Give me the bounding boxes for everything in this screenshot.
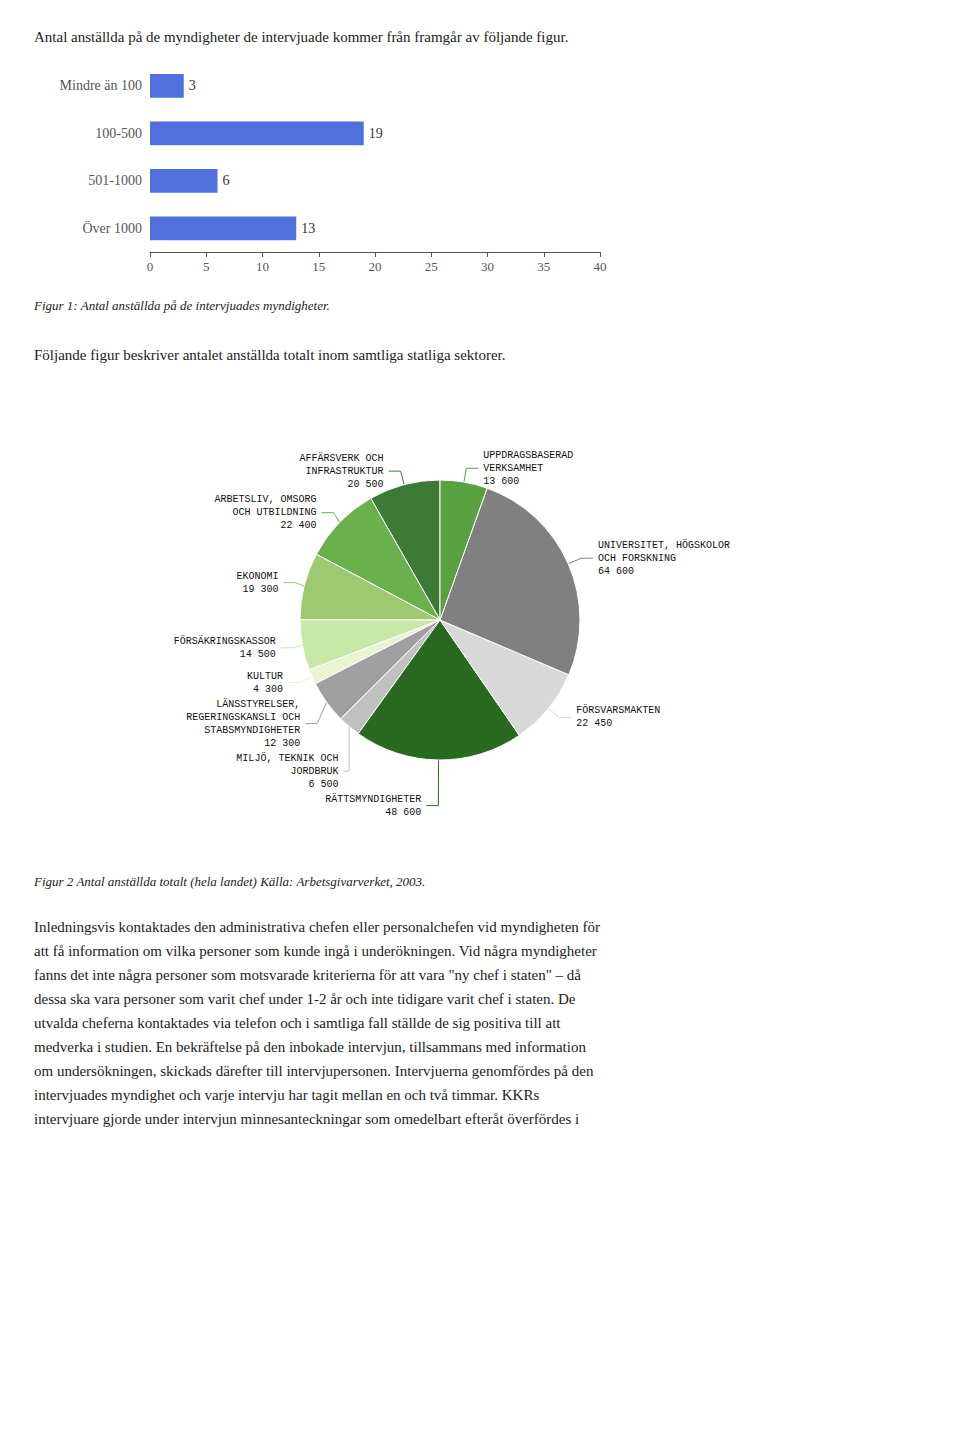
svg-text:19: 19 bbox=[369, 126, 383, 141]
svg-text:UPPDRAGSBASERAD: UPPDRAGSBASERAD bbox=[483, 450, 573, 461]
svg-text:13 600: 13 600 bbox=[483, 476, 519, 487]
svg-text:6 500: 6 500 bbox=[308, 779, 338, 790]
svg-text:15: 15 bbox=[312, 259, 325, 274]
svg-text:35: 35 bbox=[537, 259, 550, 274]
svg-text:intervjuades myndighet och var: intervjuades myndighet och varje intervj… bbox=[34, 1087, 539, 1103]
svg-text:utvalda cheferna kontaktades v: utvalda cheferna kontaktades via telefon… bbox=[34, 1015, 561, 1031]
svg-text:6: 6 bbox=[223, 173, 230, 188]
svg-text:501-1000: 501-1000 bbox=[88, 173, 142, 188]
svg-text:Över 1000: Över 1000 bbox=[83, 220, 143, 236]
svg-text:RÄTTSMYNDIGHETER: RÄTTSMYNDIGHETER bbox=[325, 793, 421, 805]
svg-text:64 600: 64 600 bbox=[598, 566, 634, 577]
svg-text:Följande figur beskriver antal: Följande figur beskriver antalet anställ… bbox=[34, 347, 506, 363]
svg-text:ARBETSLIV, OMSORG: ARBETSLIV, OMSORG bbox=[215, 494, 317, 505]
svg-text:EKONOMI: EKONOMI bbox=[236, 571, 278, 582]
svg-text:14 500: 14 500 bbox=[240, 649, 276, 660]
svg-text:13: 13 bbox=[301, 221, 315, 236]
svg-text:Inledningsvis kontaktades den: Inledningsvis kontaktades den administra… bbox=[34, 919, 600, 935]
svg-text:LÄNSSTYRELSER,: LÄNSSTYRELSER, bbox=[216, 698, 300, 710]
svg-text:intervjuare gjorde under inter: intervjuare gjorde under intervjun minne… bbox=[34, 1111, 579, 1127]
svg-text:FÖRSÄKRINGSKASSOR: FÖRSÄKRINGSKASSOR bbox=[174, 635, 276, 647]
svg-text:100-500: 100-500 bbox=[95, 126, 142, 141]
svg-text:25: 25 bbox=[425, 259, 438, 274]
svg-text:Figur 2 Antal anställda totalt: Figur 2 Antal anställda totalt (hela lan… bbox=[33, 874, 425, 889]
svg-text:OCH UTBILDNING: OCH UTBILDNING bbox=[233, 507, 317, 518]
svg-text:30: 30 bbox=[481, 259, 494, 274]
svg-text:REGERINGSKANSLI OCH: REGERINGSKANSLI OCH bbox=[186, 712, 300, 723]
svg-text:48 600: 48 600 bbox=[385, 807, 421, 818]
svg-text:om undersökningen, skickads dä: om undersökningen, skickads därefter til… bbox=[34, 1063, 594, 1079]
svg-text:STABSMYNDIGHETER: STABSMYNDIGHETER bbox=[204, 725, 300, 736]
svg-text:FÖRSVARSMAKTEN: FÖRSVARSMAKTEN bbox=[576, 704, 660, 716]
svg-text:22 450: 22 450 bbox=[576, 718, 612, 729]
svg-text:40: 40 bbox=[594, 259, 607, 274]
svg-text:fanns det inte några personer: fanns det inte några personer som motsva… bbox=[34, 967, 581, 983]
svg-text:19 300: 19 300 bbox=[242, 584, 278, 595]
svg-text:20: 20 bbox=[369, 259, 382, 274]
svg-text:22 400: 22 400 bbox=[281, 520, 317, 531]
svg-text:Antal anställda på de myndighe: Antal anställda på de myndigheter de int… bbox=[34, 29, 568, 45]
svg-text:20 500: 20 500 bbox=[348, 479, 384, 490]
svg-text:5: 5 bbox=[203, 259, 210, 274]
svg-text:0: 0 bbox=[147, 259, 154, 274]
svg-text:KULTUR: KULTUR bbox=[247, 671, 283, 682]
svg-text:UNIVERSITET, HÖGSKOLOR: UNIVERSITET, HÖGSKOLOR bbox=[598, 539, 730, 551]
svg-text:Mindre än 100: Mindre än 100 bbox=[60, 78, 142, 93]
svg-text:AFFÄRSVERK OCH: AFFÄRSVERK OCH bbox=[300, 452, 384, 464]
svg-text:INFRASTRUKTUR: INFRASTRUKTUR bbox=[306, 466, 384, 477]
svg-text:VERKSAMHET: VERKSAMHET bbox=[483, 463, 543, 474]
svg-text:OCH FORSKNING: OCH FORSKNING bbox=[598, 553, 676, 564]
svg-text:10: 10 bbox=[256, 259, 269, 274]
svg-text:medverka i studien. En bekräft: medverka i studien. En bekräftelse på de… bbox=[34, 1039, 586, 1055]
svg-text:Figur 1: Antal anställda på de: Figur 1: Antal anställda på de intervjua… bbox=[33, 298, 330, 313]
svg-text:3: 3 bbox=[189, 78, 196, 93]
svg-text:att få information om vilka pe: att få information om vilka personer som… bbox=[34, 943, 597, 959]
svg-text:JORDBRUK: JORDBRUK bbox=[290, 766, 338, 777]
svg-text:4 300: 4 300 bbox=[253, 684, 283, 695]
svg-text:dessa ska vara personer som va: dessa ska vara personer som varit chef u… bbox=[34, 991, 576, 1007]
svg-text:MILJÖ, TEKNIK OCH: MILJÖ, TEKNIK OCH bbox=[236, 752, 338, 764]
svg-text:12 300: 12 300 bbox=[264, 738, 300, 749]
